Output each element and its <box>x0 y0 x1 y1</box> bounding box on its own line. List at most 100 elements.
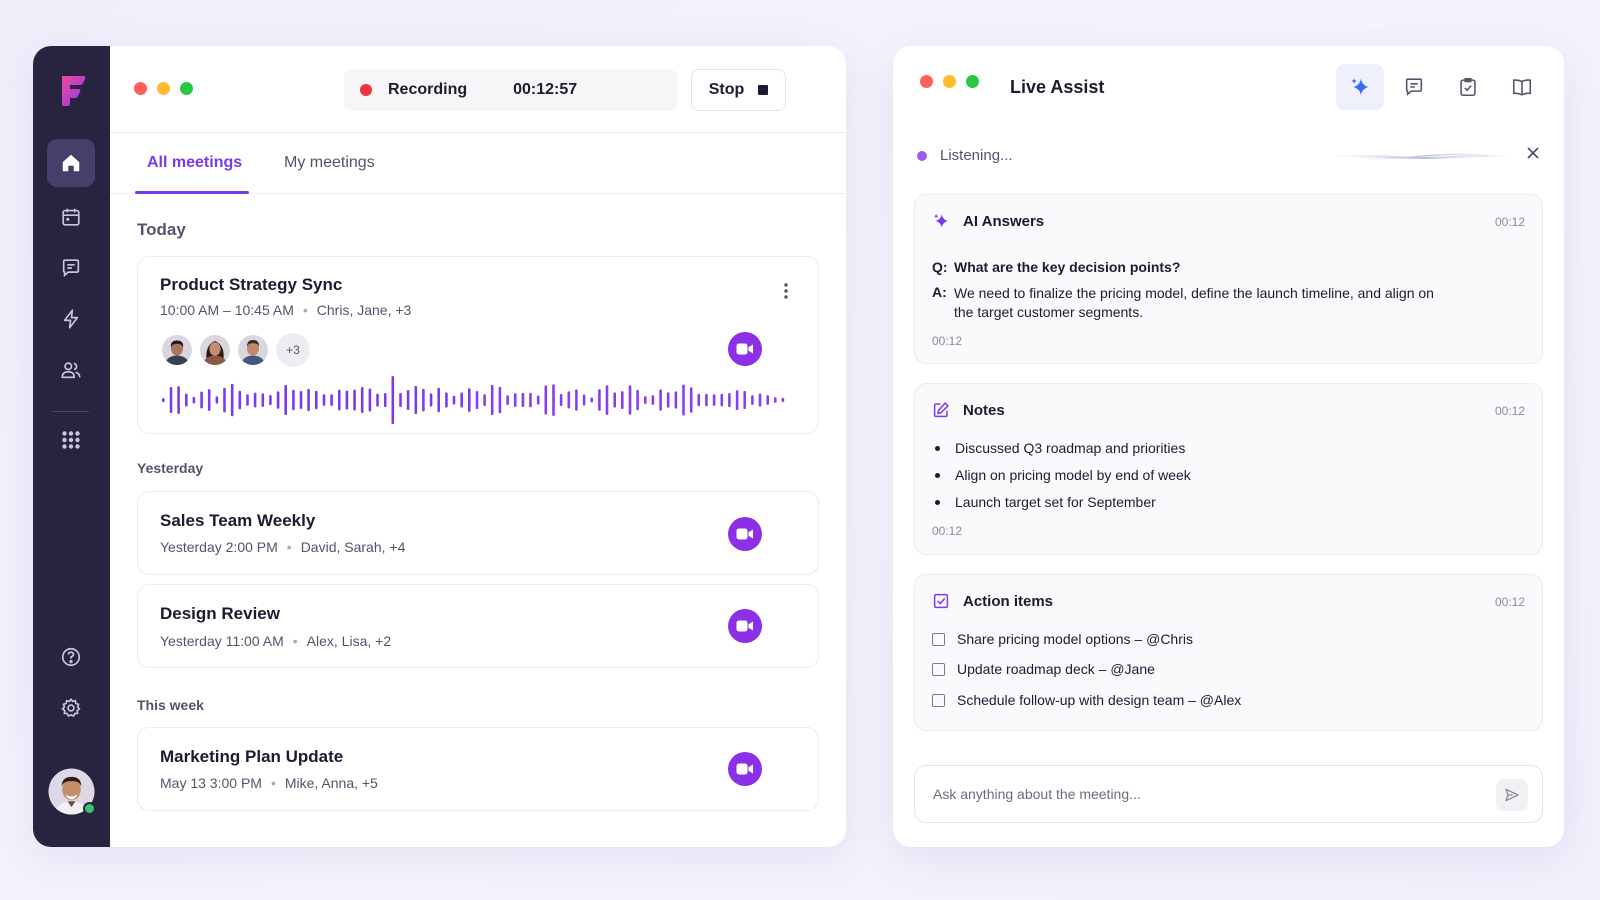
close-window-button[interactable] <box>920 75 933 88</box>
waveform-bar <box>437 387 440 413</box>
checkbox-icon <box>932 592 950 610</box>
join-video-button[interactable] <box>728 609 762 643</box>
close-icon <box>1526 146 1540 160</box>
panel-timestamp: 00:12 <box>1494 404 1525 418</box>
waveform-bar <box>246 394 249 406</box>
panel-header: Action items <box>932 592 1053 610</box>
meeting-tabs: All meetings My meetings <box>110 134 846 194</box>
tasks-tab[interactable] <box>1444 64 1492 110</box>
participant-avatar[interactable] <box>160 333 194 367</box>
tab-my-meetings[interactable]: My meetings <box>284 154 375 171</box>
ask-input[interactable] <box>933 786 1473 802</box>
join-video-button[interactable] <box>728 752 762 786</box>
answer-timestamp: 00:12 <box>932 334 963 348</box>
waveform-bar <box>613 392 616 408</box>
action-checkbox[interactable] <box>932 632 945 646</box>
waveform-bar <box>735 390 739 410</box>
waveform-bar <box>712 394 716 406</box>
home-icon <box>60 152 82 174</box>
notes-timestamp: 00:12 <box>932 524 963 538</box>
waveform-bar <box>567 391 571 409</box>
waveform-bar <box>345 390 349 410</box>
action-item[interactable]: Share pricing model options – @Chris <box>932 631 1193 647</box>
recording-label: Recording <box>388 81 468 98</box>
sidebar-item-chat[interactable] <box>47 244 95 292</box>
sidebar-item-people[interactable] <box>47 346 95 394</box>
action-checkbox[interactable] <box>932 662 945 676</box>
waveform-bar <box>330 394 333 406</box>
waveform-bar <box>185 393 188 407</box>
panel-header: AI Answers <box>932 212 1044 230</box>
sparkle-icon <box>1349 76 1371 98</box>
sidebar-divider <box>53 411 89 412</box>
listening-label: Listening... <box>940 147 1013 164</box>
waveform-bar <box>238 390 242 410</box>
sidebar-item-automations[interactable] <box>47 295 95 343</box>
meeting-participants: Chris, Jane, +3 <box>316 302 412 318</box>
maximize-window-button[interactable] <box>180 82 193 95</box>
sidebar-item-calendar[interactable] <box>47 193 95 241</box>
sidebar-item-home[interactable] <box>47 139 95 187</box>
panel-timestamp: 00:12 <box>1494 595 1525 609</box>
waveform-bar <box>360 386 364 414</box>
join-video-button[interactable] <box>728 517 762 551</box>
panel-title: Action items <box>963 592 1054 610</box>
library-tab[interactable] <box>1498 64 1546 110</box>
ai-assist-tab[interactable] <box>1336 64 1384 110</box>
close-window-button[interactable] <box>134 82 147 95</box>
sidebar <box>33 46 110 847</box>
meeting-title: Sales Team Weekly <box>160 511 316 530</box>
stop-square-icon <box>758 85 769 95</box>
meeting-card-design-review[interactable]: Design Review Yesterday 11:00 AM • Alex, L… <box>137 584 819 668</box>
transcript-tab[interactable] <box>1390 64 1438 110</box>
waveform-bar <box>552 384 555 416</box>
help-icon <box>60 646 82 668</box>
action-checkbox[interactable] <box>932 693 945 707</box>
waveform-bar <box>705 393 708 407</box>
participant-avatars: +3 <box>160 333 310 367</box>
waveform-bar <box>513 393 517 407</box>
more-participants-badge[interactable]: +3 <box>276 333 310 367</box>
sidebar-item-settings[interactable] <box>47 684 95 732</box>
waveform-bar <box>468 388 471 412</box>
notes-panel: Notes 00:12 Discussed Q3 roadmap and pri… <box>914 383 1543 555</box>
action-item[interactable]: Schedule follow-up with design team – @A… <box>932 692 1241 708</box>
waveform-bar <box>177 386 180 414</box>
sidebar-item-apps[interactable] <box>47 416 95 464</box>
user-avatar[interactable] <box>48 768 96 815</box>
meeting-card-sales-team[interactable]: Sales Team Weekly Yesterday 2:00 PM • Davi… <box>137 491 819 575</box>
note-text: Discussed Q3 roadmap and priorities <box>955 440 1186 456</box>
join-video-button[interactable] <box>728 332 762 366</box>
stop-recording-button[interactable]: Stop <box>691 69 786 111</box>
minimize-window-button[interactable] <box>157 82 170 95</box>
waveform-bar <box>253 392 257 408</box>
waveform-bar <box>169 387 173 413</box>
more-options-icon[interactable] <box>784 283 788 299</box>
tab-all-meetings[interactable]: All meetings <box>147 154 243 171</box>
waveform-bar <box>399 392 402 408</box>
participant-avatar[interactable] <box>236 333 270 367</box>
participant-avatar[interactable] <box>198 333 232 367</box>
waveform-bar <box>544 385 548 415</box>
waveform-bar <box>368 388 372 412</box>
waveform-bar <box>605 385 609 415</box>
app-logo-icon[interactable] <box>57 74 87 108</box>
minimize-window-button[interactable] <box>943 75 956 88</box>
meeting-card-marketing-plan[interactable]: Marketing Plan Update May 13 3:00 PM • Mik… <box>137 727 819 811</box>
panel-title: Notes <box>963 401 1005 419</box>
panel-timestamp: 00:12 <box>1494 215 1525 229</box>
online-status-badge <box>83 802 96 815</box>
waveform-bar <box>315 390 318 410</box>
waveform-bar <box>621 391 624 409</box>
send-icon <box>1504 787 1520 803</box>
close-listening-button[interactable] <box>1526 146 1540 160</box>
action-item[interactable]: Update roadmap deck – @Jane <box>932 661 1155 677</box>
waveform-bar <box>774 397 777 403</box>
meeting-participants: Mike, Anna, +5 <box>284 775 378 791</box>
sidebar-item-help[interactable] <box>47 633 95 681</box>
maximize-window-button[interactable] <box>966 75 979 88</box>
action-items-panel: Action items 00:12 Share pricing model o… <box>914 574 1543 731</box>
send-button[interactable] <box>1496 779 1528 811</box>
waveform-bar <box>536 395 540 405</box>
meeting-card-product-strategy[interactable]: Product Strategy Sync 10:00 AM – 10:45 A… <box>137 256 819 434</box>
